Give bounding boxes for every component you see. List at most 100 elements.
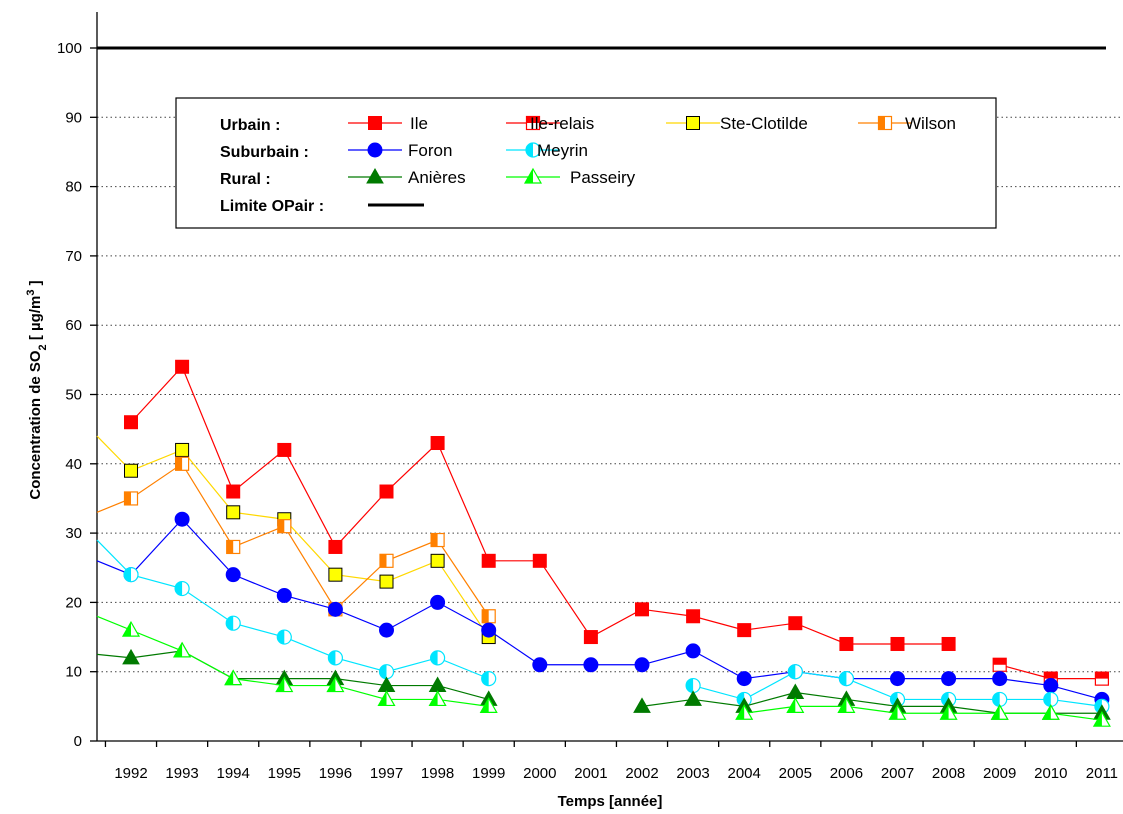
- data-point: [939, 704, 958, 720]
- data-point: [226, 505, 241, 520]
- data-point: [379, 553, 394, 568]
- data-point: [327, 601, 343, 617]
- x-tick-label: 1994: [217, 765, 250, 782]
- data-point: [226, 539, 241, 555]
- x-tick-label: 2011: [1086, 765, 1118, 782]
- data-point: [175, 442, 190, 457]
- legend-label: Ste-Clotilde: [720, 114, 808, 133]
- data-point: [990, 704, 1009, 720]
- data-point: [1043, 678, 1059, 694]
- x-tick-label: 2010: [1034, 765, 1067, 782]
- data-point: [735, 704, 754, 720]
- legend-swatch-marker: [525, 142, 541, 158]
- legend-item-passeiry: Passeiry: [506, 167, 636, 187]
- data-point: [992, 657, 1007, 672]
- data-point: [1041, 704, 1060, 720]
- x-axis-title: Temps [année]: [558, 793, 663, 810]
- y-axis-title-sub: 2: [37, 344, 49, 350]
- legend-item-meyrin: Meyrin: [506, 141, 588, 160]
- data-point: [430, 532, 445, 548]
- legend-label: Anières: [408, 168, 466, 187]
- data-point: [890, 671, 905, 687]
- data-point: [941, 636, 956, 651]
- legend-group-urbain: Urbain :: [220, 117, 280, 134]
- legend-item-foron: Foron: [348, 141, 452, 160]
- data-point: [838, 671, 855, 687]
- data-point: [173, 641, 192, 658]
- x-tick-label: 2005: [779, 765, 812, 782]
- data-point: [276, 629, 292, 645]
- data-point: [428, 690, 447, 707]
- x-tick-label: 2006: [830, 765, 863, 782]
- series-passeiry: [96, 615, 1111, 727]
- legend-group-suburbain: Suburbain :: [220, 144, 309, 161]
- x-tick-label: 1992: [114, 765, 147, 782]
- axes: 0 10 20 30 40 50 60 70 80 90 100 1992 1993 1994 1995 19…: [57, 12, 1123, 782]
- data-point: [633, 697, 651, 713]
- data-point: [377, 690, 396, 707]
- data-point: [788, 616, 803, 631]
- y-axis-title: Concentration de SO2 [ µg/m3 ]: [25, 280, 49, 499]
- data-point: [481, 622, 497, 638]
- data-point: [277, 442, 292, 457]
- data-point: [277, 519, 292, 534]
- data-point: [787, 664, 803, 680]
- legend-label: Foron: [408, 141, 452, 160]
- data-point: [1094, 671, 1110, 686]
- series-group: [96, 359, 1111, 727]
- x-tick-label: 1999: [472, 765, 505, 782]
- data-point: [737, 623, 752, 638]
- y-tick-label: 40: [65, 456, 82, 473]
- x-tick-label: 2003: [676, 765, 709, 782]
- data-point: [379, 484, 394, 499]
- data-point: [941, 671, 957, 687]
- legend-box: [175, 97, 997, 229]
- y-axis-title-unit: [ µg/m: [27, 296, 44, 345]
- data-point: [124, 415, 138, 430]
- data-point: [837, 697, 856, 713]
- legend-swatch-marker: [368, 116, 382, 130]
- data-point: [174, 511, 190, 527]
- legend-item-ile-relais: Ile-relais: [506, 114, 594, 133]
- data-point: [328, 539, 343, 554]
- data-point: [430, 553, 445, 568]
- data-point: [225, 567, 241, 583]
- data-point: [328, 567, 343, 582]
- data-point: [175, 359, 190, 374]
- data-point: [685, 643, 701, 659]
- data-point: [327, 650, 343, 666]
- legend-swatch-marker: [367, 142, 383, 158]
- legend-swatch-marker: [877, 115, 893, 131]
- legend: Urbain : Suburbain : Rural : Limite OPai…: [175, 97, 997, 229]
- x-tick-label: 2001: [574, 765, 607, 782]
- y-tick-label: 60: [65, 317, 82, 334]
- data-point: [123, 567, 139, 583]
- x-tick-label: 2007: [881, 765, 914, 782]
- x-tick-label: 1998: [421, 765, 454, 782]
- data-point: [1043, 691, 1059, 708]
- legend-label: Ile: [410, 114, 428, 133]
- y-tick-label: 10: [65, 664, 82, 681]
- data-point: [226, 484, 241, 499]
- data-point: [532, 553, 547, 568]
- x-tick-label: 1995: [268, 765, 301, 782]
- data-point: [635, 602, 649, 617]
- data-point: [224, 669, 243, 686]
- y-tick-label: 50: [65, 387, 82, 404]
- data-point: [481, 671, 497, 687]
- x-tick-label: 2008: [932, 765, 965, 782]
- data-point: [174, 580, 190, 597]
- legend-label: Wilson: [905, 114, 956, 133]
- y-axis-title-main: Concentration de SO: [27, 350, 44, 500]
- y-tick-label: 70: [65, 248, 82, 265]
- data-point: [479, 697, 498, 713]
- legend-item-ani-res: Anières: [348, 167, 466, 187]
- data-point: [736, 671, 752, 687]
- series-ile: [124, 359, 956, 651]
- data-point: [379, 622, 394, 638]
- data-point: [839, 636, 854, 651]
- legend-label: Meyrin: [537, 141, 588, 160]
- data-point: [430, 594, 446, 610]
- data-point: [888, 704, 907, 720]
- x-tick-label: 1996: [319, 765, 352, 782]
